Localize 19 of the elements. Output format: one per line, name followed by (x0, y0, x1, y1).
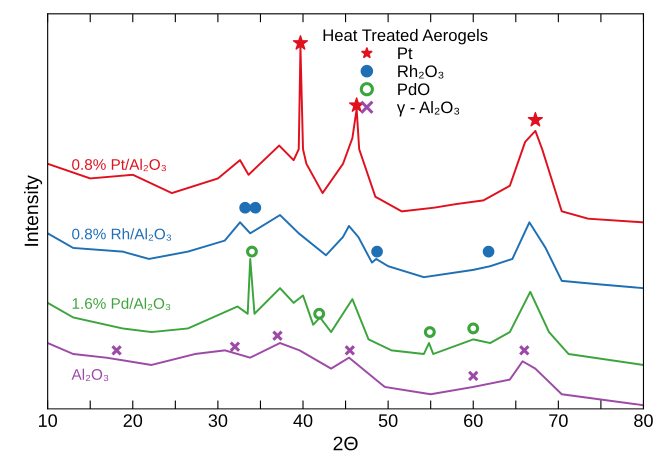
x-tick-label: 20 (124, 414, 142, 427)
legend-title: Heat Treated Aerogels (324, 28, 488, 44)
legend-label: Pt (398, 48, 412, 60)
series-label: 1.6% Pd/Al₂O₃ (72, 298, 170, 310)
x-axis-title: 2Θ (334, 436, 358, 450)
x-tick-label: 50 (378, 414, 398, 427)
y-axis-title: Intensity (24, 175, 42, 246)
legend-label: Rh₂O₃ (398, 64, 444, 79)
x-tick-label: 60 (464, 414, 483, 427)
series-label: Al₂O₃ (72, 368, 108, 382)
series-label: 0.8% Rh/Al₂O₃ (72, 228, 172, 241)
legend-label: γ - Al₂O₃ (396, 101, 460, 117)
series-label: 0.8% Pt/Al₂O₃ (72, 158, 166, 172)
x-tick-label: 10 (39, 414, 57, 427)
x-tick-label: 80 (634, 414, 653, 427)
x-tick-label: 40 (293, 414, 312, 427)
x-tick-label: 70 (549, 414, 568, 427)
x-tick-label: 30 (208, 414, 228, 427)
legend-label: PdO (398, 82, 430, 96)
